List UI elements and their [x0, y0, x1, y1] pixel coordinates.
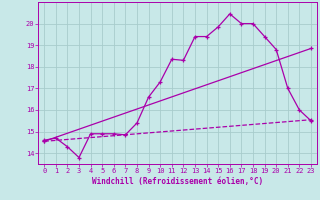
X-axis label: Windchill (Refroidissement éolien,°C): Windchill (Refroidissement éolien,°C)	[92, 177, 263, 186]
